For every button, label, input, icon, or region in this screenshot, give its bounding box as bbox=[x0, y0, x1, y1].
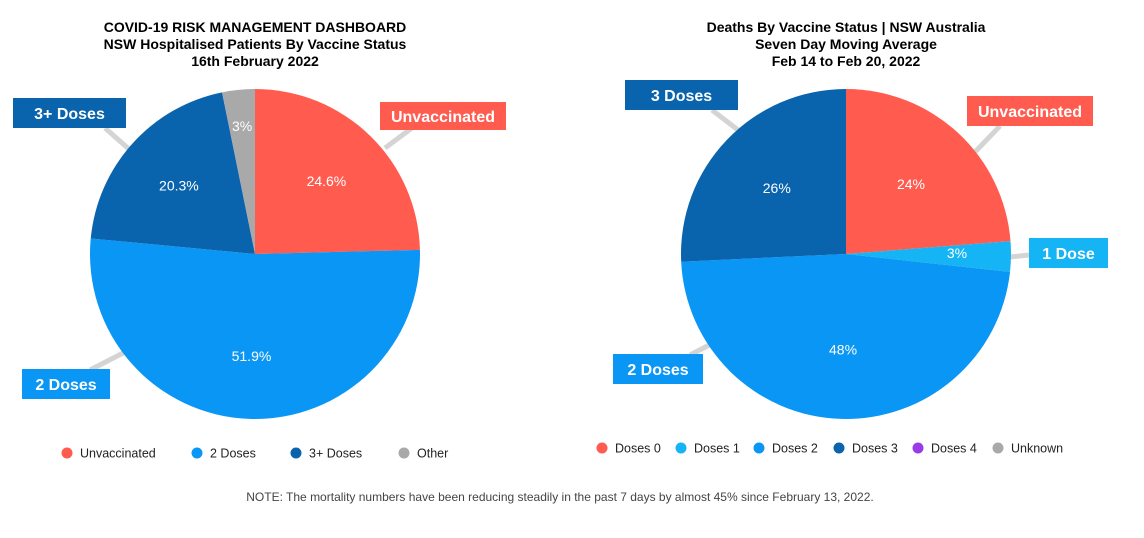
pie-slice-unvaccinated[interactable] bbox=[255, 89, 420, 254]
chart-title-line: 16th February 2022 bbox=[191, 53, 319, 69]
slice-percent-label: 20.3% bbox=[159, 178, 199, 194]
legend-swatch-doses-0 bbox=[596, 442, 608, 454]
slice-percent-label: 26% bbox=[763, 180, 791, 196]
legend-item-3-doses[interactable]: 3+ Doses bbox=[309, 447, 362, 461]
legend-item-doses-1[interactable]: Doses 1 bbox=[694, 442, 740, 456]
callout-label: Unvaccinated bbox=[391, 109, 495, 126]
chart-title-line: COVID-19 RISK MANAGEMENT DASHBOARD bbox=[104, 19, 407, 35]
callout-label: 3+ Doses bbox=[34, 106, 105, 123]
legend-item-unvaccinated[interactable]: Unvaccinated bbox=[80, 447, 156, 461]
legend-item-2-doses[interactable]: 2 Doses bbox=[210, 447, 256, 461]
pie-slice-3-doses[interactable] bbox=[90, 92, 256, 254]
legend-item-doses-3[interactable]: Doses 3 bbox=[852, 442, 898, 456]
chart-title-line: Deaths By Vaccine Status | NSW Australia bbox=[707, 19, 986, 35]
callout-box-3-doses bbox=[13, 98, 126, 128]
legend-swatch-3-doses bbox=[290, 447, 302, 459]
legend-item-unknown[interactable]: Unknown bbox=[1011, 442, 1063, 456]
legend-swatch-unvaccinated bbox=[61, 447, 73, 459]
legend-swatch-other bbox=[398, 447, 410, 459]
pie-slice-2-doses[interactable] bbox=[90, 238, 420, 419]
callout-leader-line bbox=[973, 124, 1002, 154]
slice-percent-label: 3% bbox=[947, 245, 967, 261]
legend-item-doses-0[interactable]: Doses 0 bbox=[615, 442, 661, 456]
legend-item-other[interactable]: Other bbox=[417, 447, 448, 461]
legend-swatch-unknown bbox=[992, 442, 1004, 454]
callout-leader-line bbox=[103, 126, 132, 152]
slice-percent-label: 24.6% bbox=[307, 173, 347, 189]
callout-label: 2 Doses bbox=[627, 362, 688, 379]
callout-box-unvaccinated bbox=[967, 96, 1093, 126]
chart-title-line: Feb 14 to Feb 20, 2022 bbox=[772, 53, 921, 69]
callout-box-1-dose bbox=[1029, 238, 1108, 268]
callout-box-2-doses bbox=[22, 369, 110, 399]
callout-label: 3 Doses bbox=[651, 88, 712, 105]
pie-slice-other[interactable] bbox=[222, 89, 255, 254]
callout-label: Unvaccinated bbox=[978, 104, 1082, 121]
callout-box-unvaccinated bbox=[380, 102, 506, 130]
legend-swatch-doses-4 bbox=[912, 442, 924, 454]
slice-percent-label: 3% bbox=[232, 118, 252, 134]
legend-swatch-doses-3 bbox=[833, 442, 845, 454]
chart-title-line: NSW Hospitalised Patients By Vaccine Sta… bbox=[104, 36, 407, 52]
callout-leader-line bbox=[88, 349, 127, 373]
pie-slice-doses-0[interactable] bbox=[846, 89, 1011, 254]
pie-slice-doses-3[interactable] bbox=[681, 89, 846, 262]
pie-slice-doses-2[interactable] bbox=[681, 254, 1011, 420]
slice-percent-label: 48% bbox=[829, 342, 857, 358]
chart-title-line: Seven Day Moving Average bbox=[755, 36, 937, 52]
callout-leader-line bbox=[710, 108, 740, 132]
legend-item-doses-4[interactable]: Doses 4 bbox=[931, 442, 977, 456]
legend-swatch-2-doses bbox=[191, 447, 203, 459]
footnote: NOTE: The mortality numbers have been re… bbox=[246, 490, 873, 504]
callout-label: 1 Dose bbox=[1042, 246, 1095, 263]
callout-box-2-doses bbox=[613, 354, 703, 384]
legend-swatch-doses-1 bbox=[675, 442, 687, 454]
deaths-pie-chart: Deaths By Vaccine Status | NSW Australia… bbox=[596, 19, 1108, 456]
pie-slice-doses-1[interactable] bbox=[846, 241, 1012, 272]
slice-percent-label: 51.9% bbox=[232, 348, 272, 364]
legend-swatch-doses-2 bbox=[753, 442, 765, 454]
callout-box-3-doses bbox=[625, 80, 738, 110]
callout-leader-line bbox=[1009, 252, 1030, 260]
callout-label: 2 Doses bbox=[35, 377, 96, 394]
legend-item-doses-2[interactable]: Doses 2 bbox=[772, 442, 818, 456]
slice-percent-label: 24% bbox=[897, 176, 925, 192]
